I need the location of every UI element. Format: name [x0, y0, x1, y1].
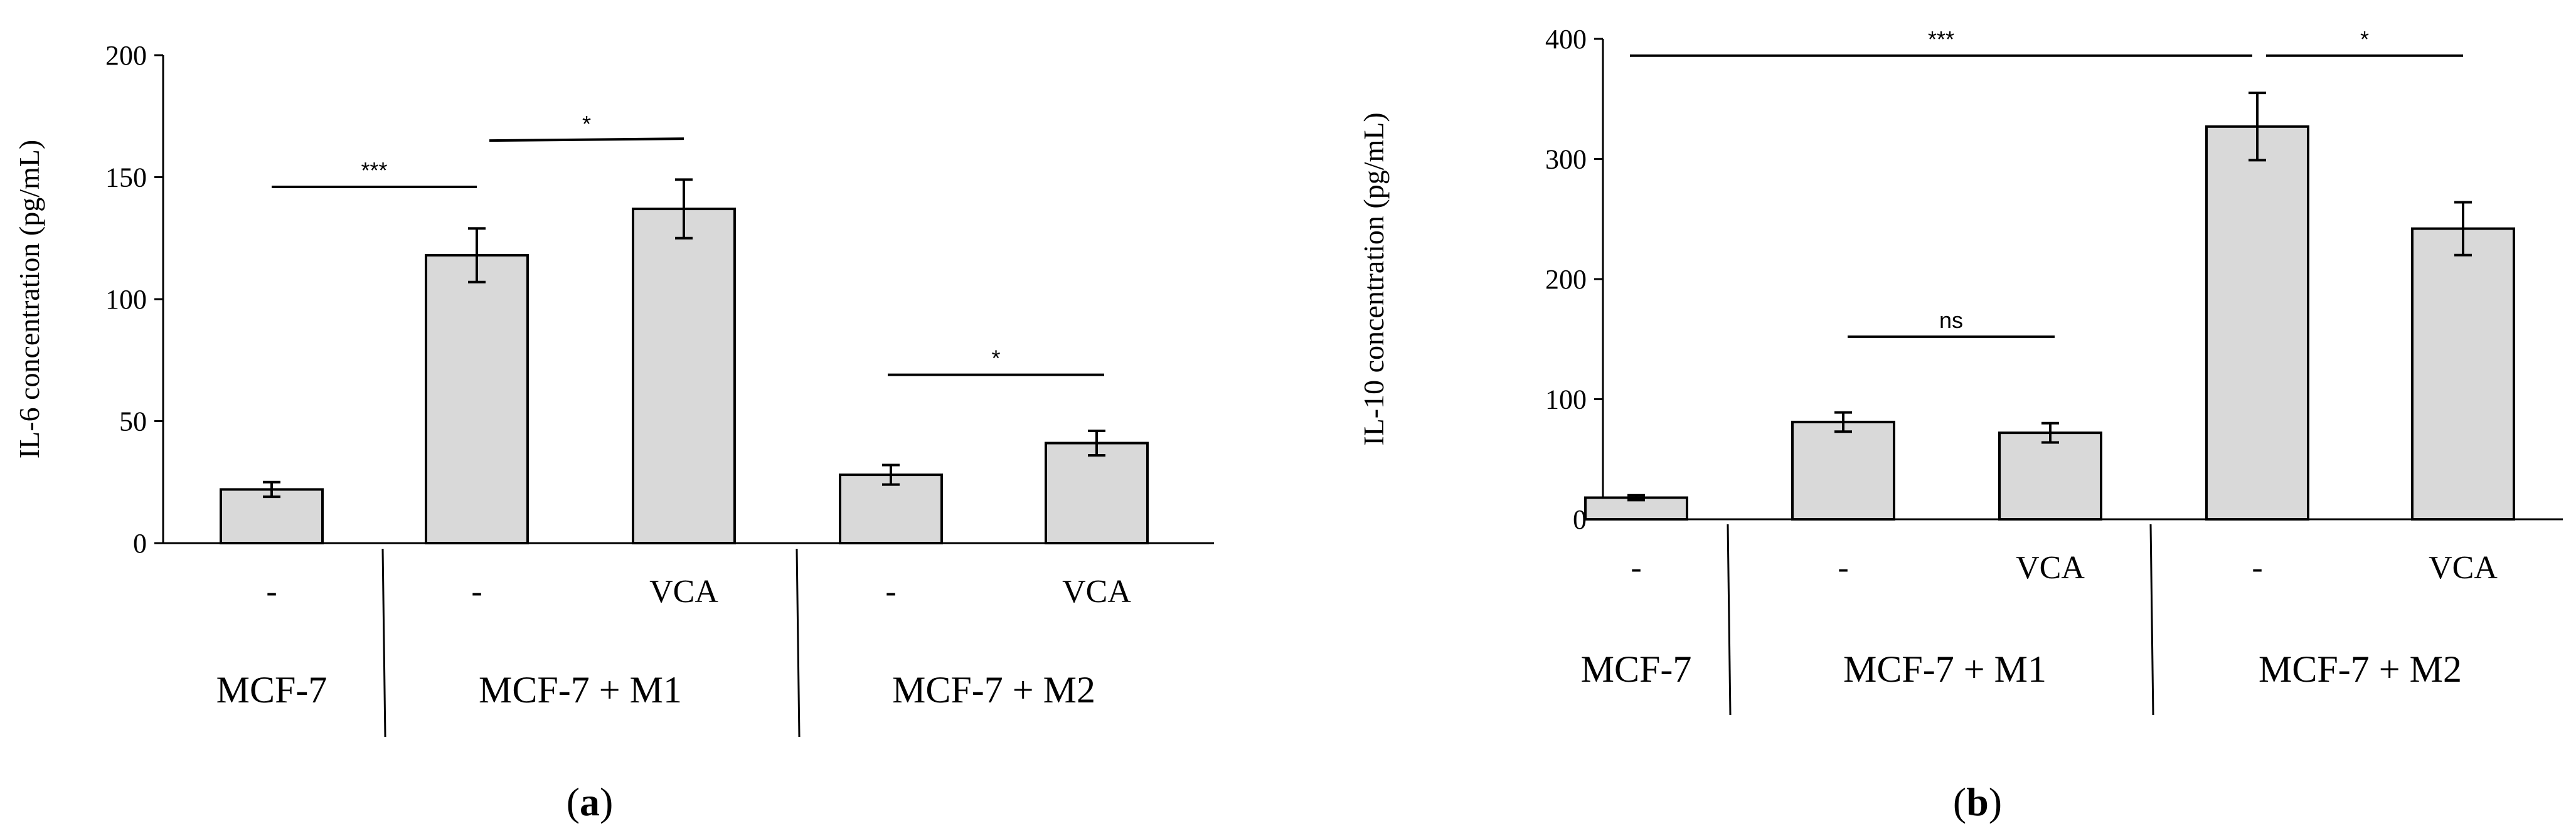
panel-b-y-tick-label: 300	[1545, 144, 1587, 175]
panel-a-category-label: -	[471, 574, 482, 610]
panel-b-group-label: MCF-7 + M2	[2259, 648, 2462, 690]
panel-a-group-separator	[381, 548, 386, 738]
panel-b-category-label: -	[1631, 550, 1641, 586]
panel-b-y-tick-label: 100	[1545, 384, 1587, 415]
panel-a-label: (a)	[567, 780, 614, 824]
panel-b-bar	[2205, 125, 2309, 521]
panel-b-bar	[1791, 420, 1895, 521]
panel-b-group-separator	[2149, 524, 2154, 716]
panel-a-category-label: -	[266, 574, 277, 610]
panel-a-bar	[220, 488, 324, 544]
panel-a-group-label: MCF-7 + M2	[892, 669, 1095, 711]
panel-b-y-axis-title: IL-10 concentration (pg/mL)	[1358, 112, 1390, 445]
panel-a-bar	[632, 208, 736, 544]
panel-a-y-tick-label: 150	[105, 162, 147, 193]
panel-a-significance-label: *	[582, 111, 591, 137]
panel-b-category-label: -	[1838, 550, 1848, 586]
panel-b-bar	[2411, 227, 2515, 521]
panel-a-category-label: VCA	[1062, 574, 1131, 610]
panel-b-category-label: -	[2252, 550, 2262, 586]
panel-b-label: (b)	[1953, 780, 2002, 824]
panel-a-group-label: MCF-7	[216, 669, 327, 711]
panel-b-group-separator	[1727, 524, 1732, 716]
panel-b-significance-label: ns	[1939, 307, 1963, 333]
panel-a-y-tick-label: 0	[133, 528, 147, 559]
panel-b-y-tick-label: 200	[1545, 264, 1587, 295]
panel-a-significance-label: *	[991, 346, 1000, 371]
chart-panel-b: 0 100 200 300 400 IL-10 concentration (pg/mL)…	[1358, 24, 2563, 824]
panel-b-bar	[1998, 431, 2102, 521]
panel-b-significance-label: ***	[1928, 26, 1954, 52]
panel-a-y-tick-label: 200	[105, 40, 147, 71]
panel-b-group-label: MCF-7 + M1	[1843, 648, 2046, 690]
panel-a-y-tick-label: 100	[105, 284, 147, 315]
panel-b-category-label: VCA	[2429, 550, 2498, 586]
panel-b-group-label: MCF-7	[1581, 648, 1692, 690]
panel-b-y-tick-label: 0	[1573, 504, 1587, 535]
panel-b-category-label: VCA	[2016, 550, 2085, 586]
panel-a-y-axis-title: IL-6 concentration (pg/mL)	[13, 140, 45, 458]
panel-a-category-label: VCA	[649, 574, 718, 610]
panel-a-group-label: MCF-7 + M1	[479, 669, 682, 711]
panel-a-significance-label: ***	[361, 157, 387, 183]
panel-b-significance-label: *	[2360, 26, 2369, 52]
panel-a-category-label: -	[885, 574, 896, 610]
panel-a-group-separator	[796, 548, 801, 738]
panel-a-significance-line	[489, 137, 684, 142]
panel-a-bar	[425, 253, 529, 544]
panel-a-bar	[1045, 442, 1149, 545]
chart-panel-a: 0 50 100 150 200 IL-6 concentration (pg/mL) - -…	[13, 40, 1214, 824]
panel-b-y-tick-label: 400	[1545, 24, 1587, 55]
panel-a-y-tick-label: 50	[119, 406, 147, 437]
